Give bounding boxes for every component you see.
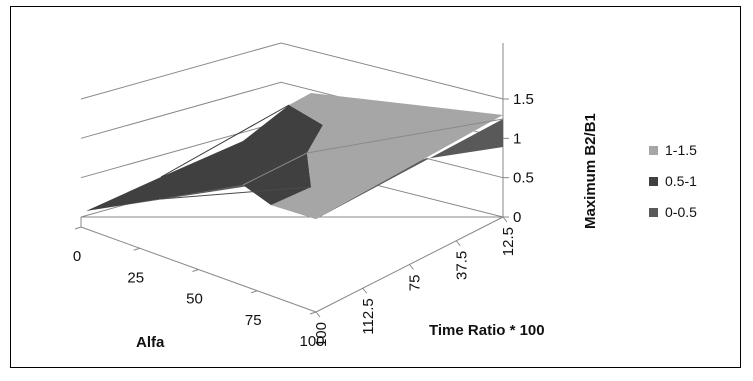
legend-swatch [649, 177, 658, 186]
x-tick-mark [192, 269, 199, 272]
z-gridline [11, 7, 81, 99]
surface-band-0.5-1 [86, 105, 323, 211]
z-gridline [11, 7, 81, 217]
surface-mesh-line [242, 118, 504, 186]
x-tick-mark [251, 290, 258, 294]
y-tick-label: 12.5 [500, 227, 517, 256]
y-tick-mark [455, 240, 461, 247]
z-gridline [11, 7, 81, 138]
x-tick-label: 25 [127, 269, 144, 286]
legend-label: 1-1.5 [665, 142, 697, 158]
axis-ticks: 0 0.5 1 1.5 0 25 50 75 100 12.5 37.5 75 112.5 100 [73, 91, 534, 350]
z-axis-title: Maximum B2/B1 [582, 113, 599, 229]
surface [86, 93, 504, 219]
y-tick-label: 100 [313, 322, 330, 347]
x-tick-mark [74, 226, 82, 230]
legend-swatch [649, 208, 658, 217]
x-tick-label: 100 [299, 333, 324, 350]
z-tick-label: 0 [513, 209, 521, 226]
x-tick-label: 0 [73, 248, 81, 265]
y-tick-mark [502, 216, 508, 223]
y-tick-mark [315, 311, 321, 318]
x-tick-mark [309, 311, 317, 315]
surface-band-1-1.5 [271, 93, 503, 219]
y-tick-mark [362, 287, 368, 294]
y-tick-label: 75 [407, 275, 424, 292]
x-tick-mark [133, 247, 140, 251]
y-tick-label: 112.5 [360, 298, 377, 334]
legend-swatch [649, 146, 658, 155]
surface-mesh-line [160, 104, 290, 178]
y-tick-label: 37.5 [453, 251, 470, 280]
legend-label: 0.5-1 [665, 173, 697, 189]
z-tick-label: 1.5 [513, 91, 534, 108]
y-axis-title: Time Ratio * 100 [429, 322, 545, 339]
legend: 1-1.5 0.5-1 0-0.5 [649, 142, 697, 220]
y-tick-mark [409, 264, 414, 270]
chart-frame: 0 0.5 1 1.5 0 25 50 75 100 12.5 37.5 75 112.5 100 Alf… [10, 6, 741, 368]
z-gridline [80, 42, 504, 100]
x-tick-label: 50 [186, 291, 203, 308]
x-tick-label: 75 [245, 312, 262, 329]
x-axis-title: Alfa [136, 334, 165, 351]
z-tick-label: 0.5 [513, 170, 534, 187]
legend-label: 0-0.5 [665, 204, 697, 220]
z-gridline [11, 7, 81, 178]
z-tick-label: 1 [513, 130, 521, 147]
surface-mesh-line [160, 186, 312, 200]
surface-chart: 0 0.5 1 1.5 0 25 50 75 100 12.5 37.5 75 112.5 100 Alf… [11, 7, 697, 351]
